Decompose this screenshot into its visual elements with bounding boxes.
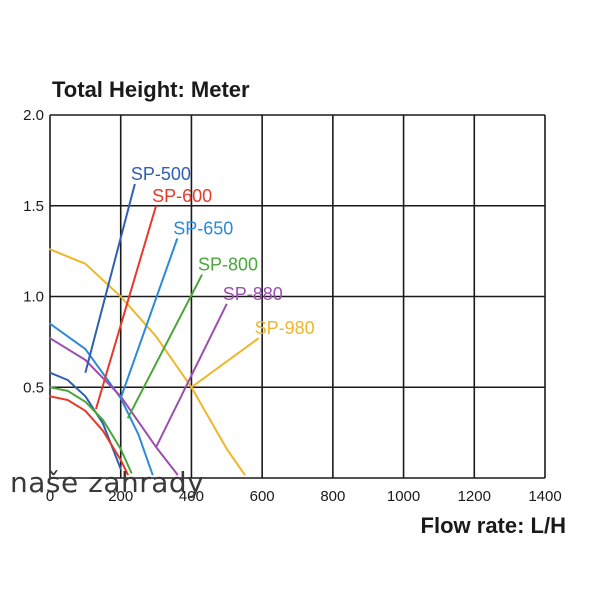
series-line-sp-980: [49, 248, 246, 476]
leader-line-sp-880: [155, 303, 228, 448]
y-tick-label: 2.0: [23, 107, 44, 124]
tick-labels: 0 200 400 600 800 1000 1200 1400 0.5 1.0 1.5 2.0: [23, 107, 562, 505]
x-axis-label: Flow rate: L/H: [421, 513, 566, 538]
leader-line-sp-500: [84, 183, 136, 373]
series-line-sp-800: [49, 386, 133, 474]
x-tick-label: 600: [250, 488, 275, 505]
series-label-sp-600: SP-600: [152, 186, 212, 206]
series-label-sp-980: SP-980: [255, 318, 315, 338]
x-tick-label: 400: [179, 488, 204, 505]
x-tick-label: 1200: [458, 488, 491, 505]
leader-line-sp-600: [95, 205, 158, 410]
chart-title: Total Height: Meter: [52, 77, 250, 102]
y-tick-label: 0.5: [23, 379, 44, 396]
leader-line-sp-800: [126, 274, 203, 419]
series-line-sp-600: [49, 395, 129, 476]
leader-lines: [84, 183, 260, 448]
y-tick-label: 1.5: [23, 198, 44, 215]
x-tick-label: 1000: [387, 488, 420, 505]
x-tick-label: 1400: [528, 488, 561, 505]
x-tick-label: 200: [108, 488, 133, 505]
series-label-sp-650: SP-650: [173, 218, 233, 238]
y-tick-label: 1.0: [23, 289, 44, 306]
series-label-sp-800: SP-800: [198, 255, 258, 275]
leader-line-sp-650: [119, 238, 179, 399]
leader-line-sp-980: [190, 337, 260, 389]
watermark-text: naše zahrady: [10, 466, 204, 499]
series-label-sp-880: SP-880: [223, 284, 283, 304]
x-tick-label: 0: [46, 488, 54, 505]
series-label-sp-500: SP-500: [131, 164, 191, 184]
x-tick-label: 800: [320, 488, 345, 505]
